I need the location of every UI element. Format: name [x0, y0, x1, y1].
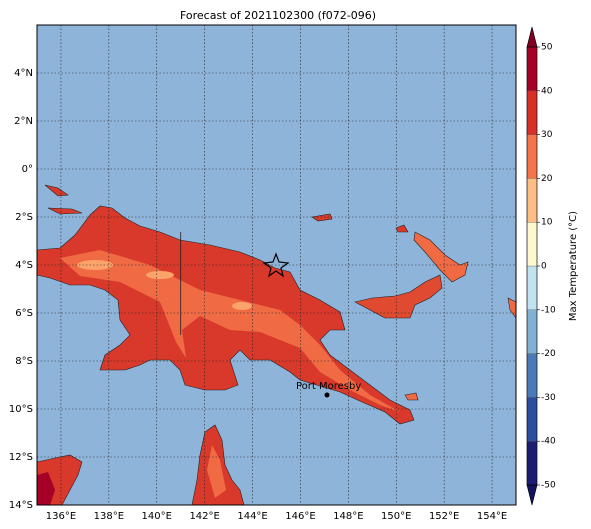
y-tick-label: 12°S [9, 452, 33, 463]
colorbar-segment [526, 90, 538, 135]
colorbar-tick-label: -20 [541, 349, 556, 359]
y-tick-label: 10°S [9, 404, 33, 415]
colorbar-segment [526, 178, 538, 223]
colorbar-tick-label: 20 [541, 174, 553, 184]
new-britain [354, 274, 443, 319]
colorbar-label: Max Temperature (°C) [568, 211, 579, 321]
new-ireland [413, 231, 469, 283]
x-tick-label: 140°E [142, 511, 172, 522]
x-tick-label: 150°E [381, 511, 411, 522]
title: Forecast of 2021102300 (f072-096) [180, 9, 376, 22]
colorbar-segment [526, 134, 538, 179]
x-tick-label: 144°E [237, 511, 267, 522]
warm-spot [77, 260, 113, 270]
x-tick-label: 154°E [477, 511, 507, 522]
cape-york-warm [207, 445, 226, 498]
y-tick-label: 4°S [15, 260, 33, 271]
x-tick-label: 148°E [333, 511, 363, 522]
colorbar-segment [526, 353, 538, 398]
y-tick-label: 4°N [14, 68, 33, 79]
warm-spot [146, 271, 174, 279]
y-tick-label: 14°S [9, 500, 33, 511]
colorbar-segment [526, 222, 538, 267]
islet [404, 392, 419, 401]
colorbar-tick-label: 30 [541, 130, 553, 140]
colorbar-extend-low [526, 484, 538, 506]
colorbar-tick-label: 10 [541, 218, 553, 228]
colorbar-segment [526, 309, 538, 354]
map-frame [36, 24, 517, 506]
timor-hot [37, 472, 55, 505]
colorbar-tick-label: -30 [541, 393, 556, 403]
colorbar-tick-label: -40 [541, 437, 556, 447]
colorbar-tick-label: 0 [541, 262, 547, 272]
y-tick-label: 8°S [15, 356, 33, 367]
highland-band [60, 250, 400, 412]
y-tick-label: 2°S [15, 212, 33, 223]
y-tick-label: 0° [22, 164, 33, 175]
colorbar-tick-label: 50 [541, 43, 553, 53]
land [36, 184, 517, 506]
islet [395, 224, 409, 233]
colorbar-tick-label: -50 [541, 481, 556, 491]
city-label: Port Moresby [296, 381, 361, 392]
graticule [37, 25, 516, 506]
colorbar-segment [526, 397, 538, 442]
x-tick-label: 152°E [429, 511, 459, 522]
x-tick-label: 138°E [94, 511, 124, 522]
x-tick-label: 136°E [46, 511, 76, 522]
colorbar-segment [526, 46, 538, 91]
x-tick-label: 146°E [285, 511, 315, 522]
colorbar-tick-label: 40 [541, 86, 553, 96]
colorbar-segment [526, 265, 538, 310]
colorbar-segment [526, 441, 538, 486]
y-tick-label: 2°N [14, 116, 33, 127]
islet [47, 207, 83, 215]
warm-spot [232, 302, 252, 310]
y-tick-label: 6°S [15, 308, 33, 319]
star-marker [262, 252, 290, 278]
islet [44, 184, 69, 197]
city-dot [324, 392, 330, 398]
colorbar-extend-high [526, 26, 538, 48]
colorbar-tick-label: -10 [541, 305, 556, 315]
x-tick-label: 142°E [189, 511, 219, 522]
islet [311, 213, 333, 222]
